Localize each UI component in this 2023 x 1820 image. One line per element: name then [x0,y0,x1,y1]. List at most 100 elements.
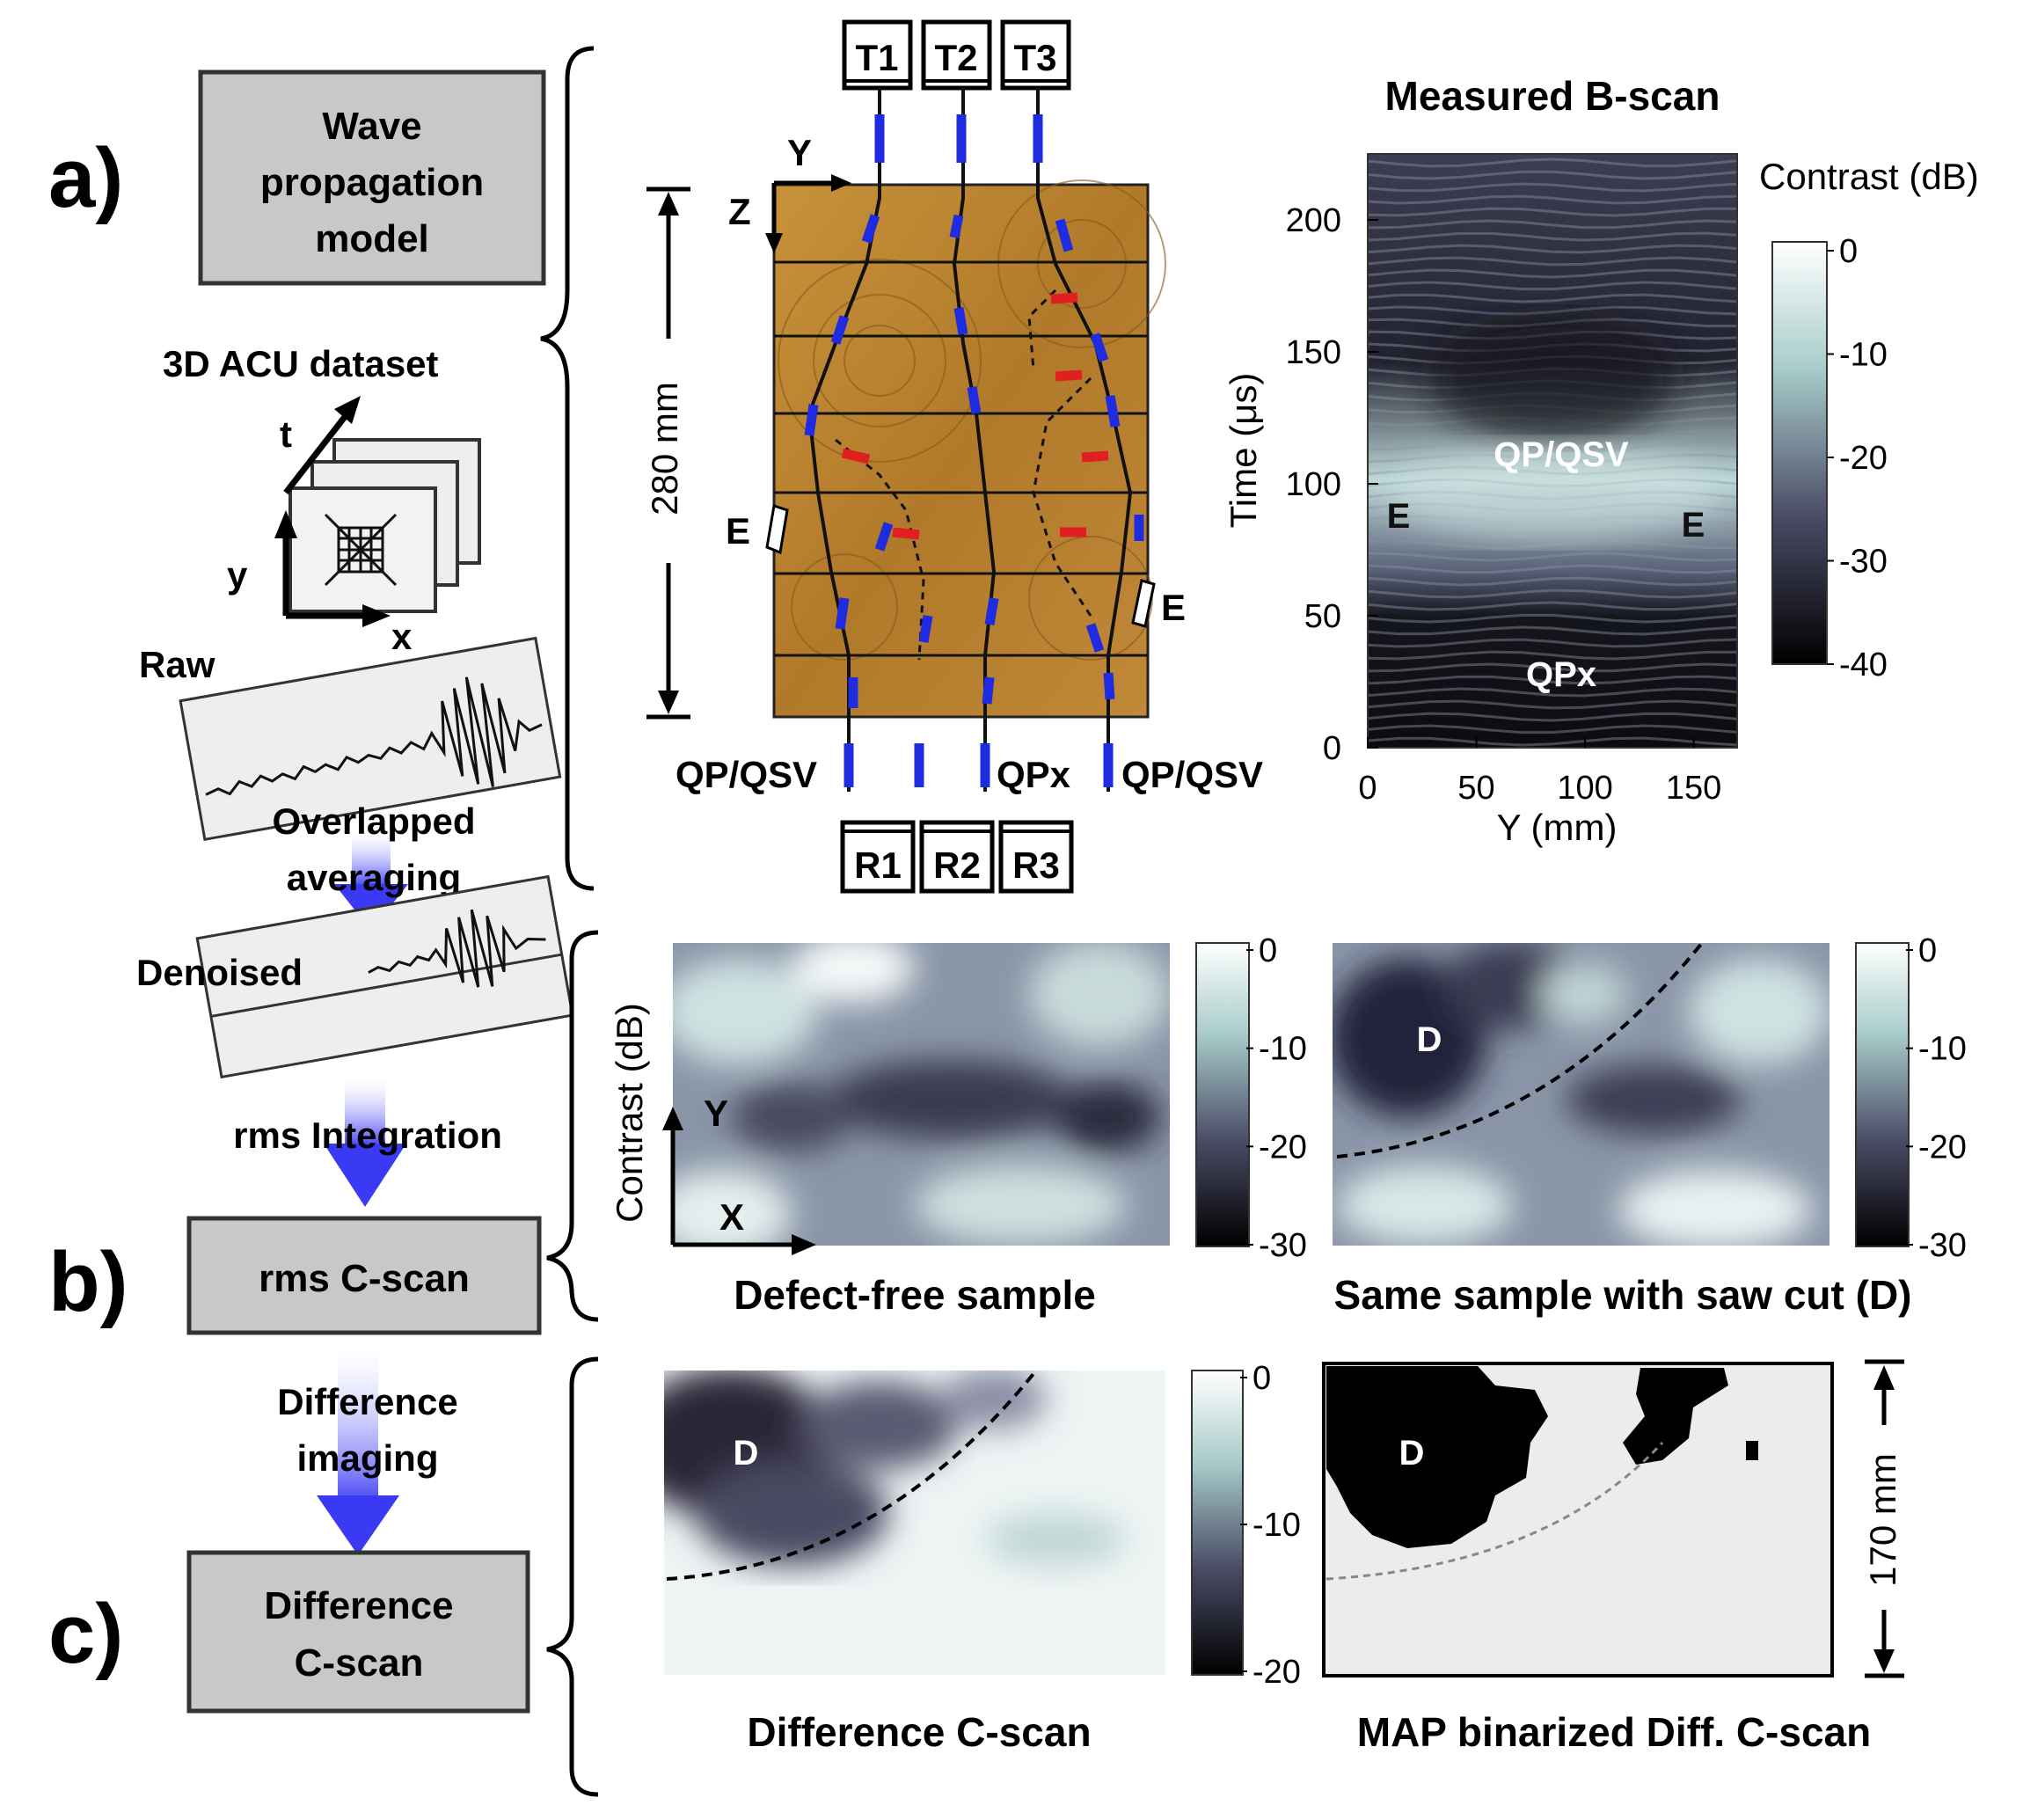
edge-left-label: E [726,510,750,552]
bscan-cticks-label: -10 [1839,337,1888,374]
bscan-fringe [1368,687,1737,698]
rms-cscan-box: rms C-scan [186,1216,542,1335]
bscan-fringe [1368,638,1737,648]
cscan-saw-cut [1333,941,1829,1246]
model-box-line1: Wave [322,105,421,148]
r3-label: R3 [1012,844,1060,886]
bscan-fringe [1368,576,1737,587]
c1-cticks-label: -10 [1259,1031,1307,1068]
bscan-fringe [1368,157,1737,168]
c1-cticks-label: -30 [1259,1227,1307,1264]
bscan-fringe [1368,170,1737,180]
dataset-axes [274,396,391,627]
diff-box-line2: C-scan [295,1641,424,1685]
t1-label: T1 [855,37,898,78]
bscan-fringe [1368,182,1737,193]
bscan-fringe [1368,305,1737,316]
cscan-left-colorbar-ticks: 0 -10 -20 -30 [1246,932,1307,1264]
bscan-fringe [1368,675,1737,685]
section-a-label: a) [48,131,123,225]
bscan-y-ticks: 0 50 100 150 200 [1286,202,1378,767]
arrow-rms-integration [324,1078,406,1207]
bottom-label-right: QP/QSV [1121,754,1263,795]
bscan-fringe [1368,564,1737,574]
bscan-annot-left-edge: E [1387,497,1411,536]
bscan-x-tick-label: 150 [1666,770,1721,807]
wood-sample [772,88,1166,792]
transducer-t3: T3 [1000,19,1071,91]
difference-cscan-map [664,1369,1165,1675]
bscan-fringe [1368,293,1737,303]
bscan-y-tick-label: 50 [1304,598,1341,635]
denoised-signal-card [195,874,574,1079]
difference-cscan-box: Difference C-scan [186,1550,530,1714]
bscan-y-tick-label: 100 [1286,466,1341,503]
geom-axis-z-label: Z [728,191,751,232]
bscan-fringe [1368,219,1737,230]
cscan-ylabel: Contrast (dB) [609,1003,650,1223]
diff-box-line1: Difference [264,1584,453,1627]
axis-yz-indicator [765,174,851,253]
cscan-axis-y-label: Y [704,1093,728,1134]
section-c-label: c) [48,1587,123,1681]
edge-left-marker [765,504,789,555]
bscan-fringe [1368,194,1737,205]
edge-right-label: E [1161,587,1186,628]
t2-label: T2 [934,37,977,78]
raw-label: Raw [139,644,215,685]
bscan-colorbar-ticks: 0 -10 -20 -30 -40 [1827,233,1888,683]
denoised-label: Denoised [136,952,303,993]
dimension-170mm [1865,1359,1904,1678]
bscan-fringe [1368,699,1737,710]
bscan-fringe [1368,724,1737,735]
bscan-annot-lower: QPx [1526,655,1596,694]
bscan-image [1367,153,1738,749]
bottom-label-mid: QPx [997,754,1071,795]
bscan-fringe [1368,650,1737,661]
model-box: Wave propagation model [198,69,546,286]
bscan-y-tick-label: 0 [1323,730,1341,767]
overlap-label-line2: averaging [287,857,461,898]
bscan-fringe [1368,625,1737,636]
cscan-axis-x-label: X [719,1196,744,1238]
raw-signal-card [179,636,562,842]
bscan-cticks-label: 0 [1839,233,1858,270]
dataset-stack-icon [288,438,481,613]
bscan-x-label: Y (mm) [1497,807,1618,848]
bscan-fringe [1368,552,1737,562]
edge-right-marker [1131,579,1156,628]
bscan-fringe [1368,736,1737,747]
model-box-line2: propagation [260,161,484,204]
bscan-x-tick-label: 0 [1358,770,1377,807]
bscan-fringe [1368,712,1737,722]
d1-cticks-label: -20 [1253,1654,1301,1691]
cscan-right-colorbar [1855,942,1910,1247]
map-binarized-map [1322,1362,1834,1677]
bscan-cticks-label: -20 [1839,440,1888,477]
bscan-fringe [1368,244,1737,254]
c2-cticks-label: -20 [1918,1129,1967,1166]
c2-cticks-label: -30 [1918,1227,1967,1264]
d1-cticks-label: 0 [1253,1360,1271,1397]
overlap-label-line1: Overlapped [272,800,475,842]
c1-cticks-label: -20 [1259,1129,1307,1166]
arrow-difference-imaging [317,1346,399,1555]
cscan-left-colorbar [1195,942,1250,1247]
rms-cscan-box-label: rms C-scan [259,1257,470,1300]
difference-right-title: MAP binarized Diff. C-scan [1357,1709,1871,1755]
bscan-fringe [1368,268,1737,279]
dimension-170mm-label: 170 mm [1862,1453,1903,1587]
c2-cticks-label: 0 [1918,932,1937,969]
bscan-fringe [1368,207,1737,217]
rms-integration-label: rms Integration [233,1115,502,1156]
bscan-annot-center: QP/QSV [1494,435,1629,474]
diff-label-line1: Difference [277,1381,457,1422]
map-defect-label: D [1399,1434,1425,1473]
transducer-t2: T2 [921,19,992,91]
bscan-colorbar [1771,241,1828,665]
bscan-fringe [1368,539,1737,550]
bottom-label-left: QP/QSV [676,754,817,795]
cscan-axes-indicator [662,1107,816,1255]
bscan-x-ticks: 0 50 100 150 [1358,737,1721,807]
brace-a [540,46,595,891]
